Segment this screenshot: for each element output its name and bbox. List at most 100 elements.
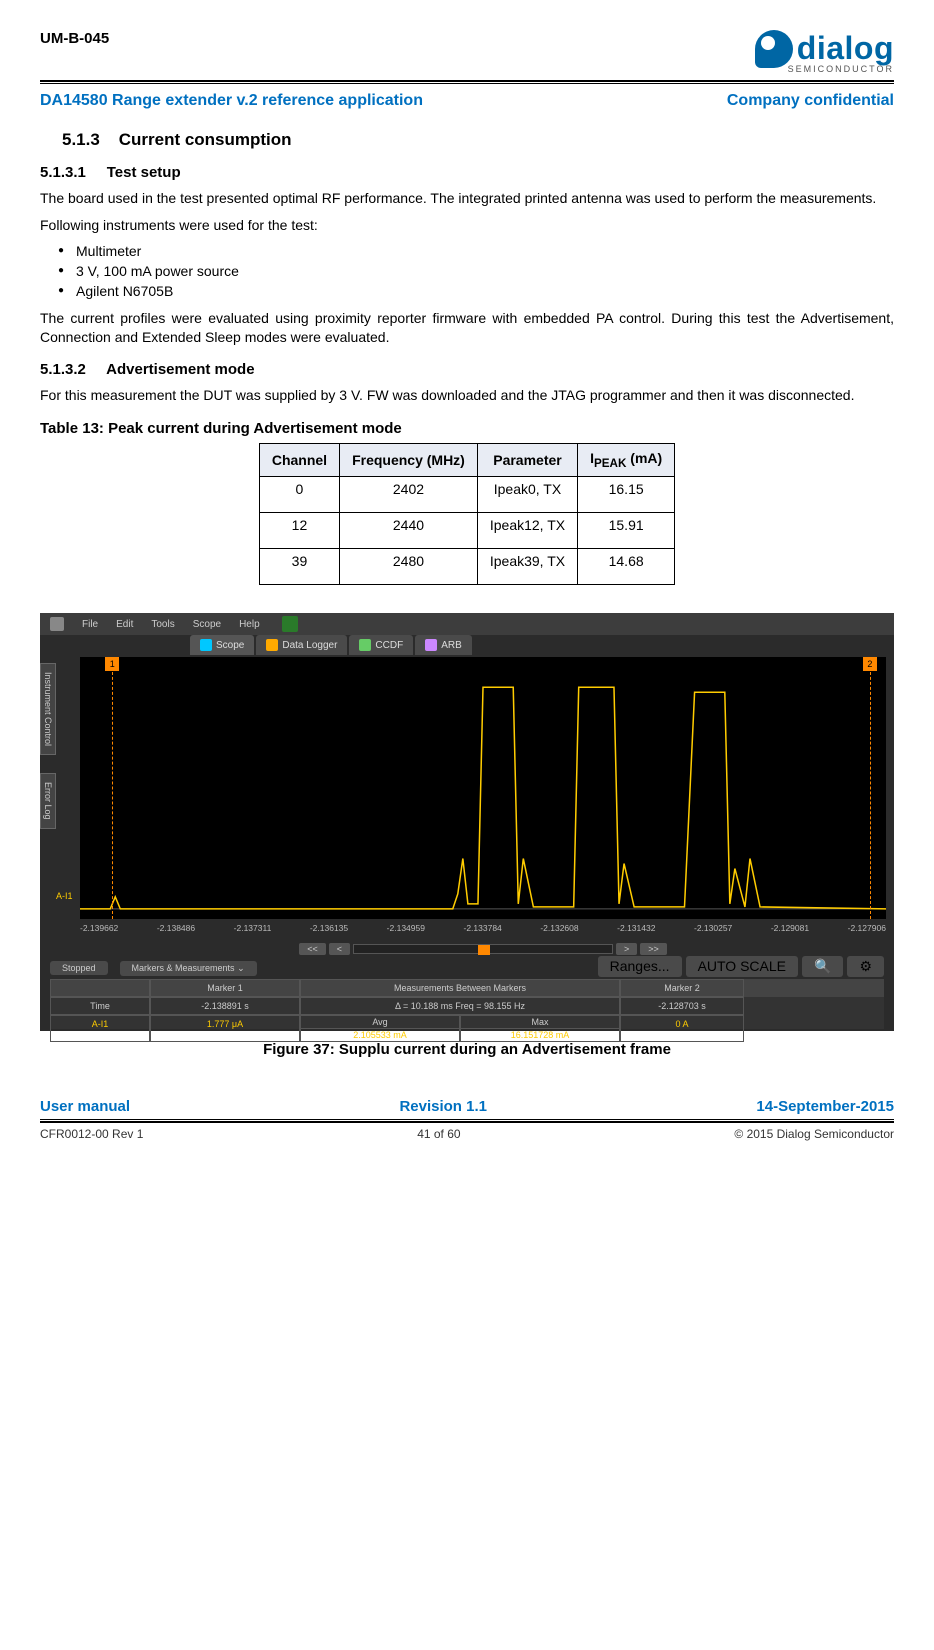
doc-id: UM-B-045 (40, 30, 109, 47)
meas-ch-label: A-I1 (50, 1015, 150, 1042)
logo-d-icon (755, 30, 793, 68)
sub1-paragraph-3: The current profiles were evaluated usin… (40, 309, 894, 347)
table-header-cell: Frequency (MHz) (340, 444, 478, 477)
side-tab-error-log[interactable]: Error Log (40, 773, 56, 829)
table-header-cell: Channel (259, 444, 339, 477)
x-tick-label: -2.137311 (234, 923, 272, 937)
list-item: 3 V, 100 mA power source (58, 263, 894, 279)
section-num: 5.1.3 (62, 130, 100, 149)
tab-scope[interactable]: Scope (190, 635, 254, 655)
meas-time-between: Δ = 10.188 ms Freq = 98.155 Hz (300, 997, 620, 1015)
footer-left: User manual (40, 1098, 130, 1115)
tab-ccdf[interactable]: CCDF (349, 635, 413, 655)
nav-bar: << < > >> (80, 941, 886, 957)
sub1-paragraph-1: The board used in the test presented opt… (40, 189, 894, 208)
footer-row-1: User manual Revision 1.1 14-September-20… (40, 1098, 894, 1115)
meas-time-row: Time -2.138891 s Δ = 10.188 ms Freq = 98… (50, 997, 884, 1015)
datalogger-icon (266, 639, 278, 651)
logo-text: dialog (797, 30, 894, 67)
sub2-paragraph-1: For this measurement the DUT was supplie… (40, 386, 894, 405)
logo: dialog SEMICONDUCTOR (755, 30, 894, 74)
meas-value-row: A-I1 1.777 μA Avg2.105533 mA Max16.15172… (50, 1015, 884, 1042)
figure-37-caption: Figure 37: Supplu current during an Adve… (40, 1041, 894, 1058)
meas-max-cell: Max16.151728 mA (460, 1015, 620, 1042)
scope-plot: 1 2 (80, 657, 886, 919)
nav-last-button[interactable]: >> (640, 943, 667, 955)
arb-icon (425, 639, 437, 651)
nav-next-button[interactable]: > (616, 943, 637, 955)
current-trace (80, 657, 886, 919)
table-cell: 14.68 (578, 549, 675, 585)
section-heading: 5.1.3 Current consumption (62, 130, 894, 150)
marker-1-flag[interactable]: 1 (105, 657, 119, 671)
markers-measurements-toggle[interactable]: Markers & Measurements ⌄ (120, 961, 257, 976)
meas-time-m1: -2.138891 s (150, 997, 300, 1015)
table-cell: 12 (259, 513, 339, 549)
autoscale-button[interactable]: AUTO SCALE (686, 956, 798, 977)
x-tick-label: -2.134959 (387, 923, 425, 937)
table-cell: 2402 (340, 477, 478, 513)
nav-scrubber[interactable] (353, 944, 613, 954)
run-button-icon[interactable] (282, 616, 298, 632)
meas-head-marker1: Marker 1 (150, 979, 300, 997)
oscilloscope-screenshot: File Edit Tools Scope Help Scope Data Lo… (40, 613, 894, 1031)
footer2-mid: 41 of 60 (417, 1127, 460, 1141)
scope-right-buttons: Ranges... AUTO SCALE 🔍 ⚙ (598, 956, 884, 977)
x-tick-label: -2.127906 (848, 923, 886, 937)
ccdf-icon (359, 639, 371, 651)
footer-rule-1 (40, 1119, 894, 1120)
tab-arb[interactable]: ARB (415, 635, 472, 655)
zoom-icon[interactable]: 🔍 (802, 956, 843, 977)
x-tick-label: -2.129081 (771, 923, 809, 937)
footer2-left: CFR0012-00 Rev 1 (40, 1127, 143, 1141)
tab-datalogger[interactable]: Data Logger (256, 635, 347, 655)
instrument-list: Multimeter 3 V, 100 mA power source Agil… (40, 243, 894, 299)
nav-prev-button[interactable]: < (329, 943, 350, 955)
table-header-cell: Parameter (477, 444, 577, 477)
subsection-2-title: Advertisement mode (106, 361, 254, 378)
subsection-2-heading: 5.1.3.2 Advertisement mode (40, 361, 894, 378)
table-13-caption: Table 13: Peak current during Advertisem… (40, 420, 894, 437)
table-header-row: Channel Frequency (MHz) Parameter IPEAK … (259, 444, 674, 477)
settings-icon[interactable]: ⚙ (847, 956, 884, 977)
menu-tools[interactable]: Tools (151, 619, 174, 630)
header-rule-bottom (40, 83, 894, 84)
measurements-table: Marker 1 Measurements Between Markers Ma… (50, 979, 884, 1029)
meas-avg-cell: Avg2.105533 mA (300, 1015, 460, 1042)
marker-2-flag[interactable]: 2 (863, 657, 877, 671)
subsection-1-heading: 5.1.3.1 Test setup (40, 164, 894, 181)
table-cell: 2480 (340, 549, 478, 585)
menu-file[interactable]: File (82, 619, 98, 630)
meas-header-row: Marker 1 Measurements Between Markers Ma… (50, 979, 884, 997)
x-axis-ticks: -2.139662-2.138486-2.137311-2.136135-2.1… (80, 921, 886, 939)
doc-title: DA14580 Range extender v.2 reference app… (40, 92, 423, 110)
header-rule-top (40, 80, 894, 82)
subsection-1-title: Test setup (107, 164, 181, 181)
table-row: 392480Ipeak39, TX14.68 (259, 549, 674, 585)
sub1-paragraph-2: Following instruments were used for the … (40, 216, 894, 235)
x-tick-label: -2.131432 (617, 923, 655, 937)
x-tick-label: -2.139662 (80, 923, 118, 937)
footer-row-2: CFR0012-00 Rev 1 41 of 60 © 2015 Dialog … (40, 1127, 894, 1141)
ranges-button[interactable]: Ranges... (598, 956, 682, 977)
meas-head-blank (50, 979, 150, 997)
table-cell: 15.91 (578, 513, 675, 549)
menu-scope[interactable]: Scope (193, 619, 221, 630)
meas-time-label: Time (50, 997, 150, 1015)
confidential-label: Company confidential (727, 92, 894, 110)
table-cell: 16.15 (578, 477, 675, 513)
table-header-cell: IPEAK (mA) (578, 444, 675, 477)
marker-2-line (870, 657, 871, 919)
footer2-right: © 2015 Dialog Semiconductor (734, 1127, 894, 1141)
nav-first-button[interactable]: << (299, 943, 326, 955)
footer-right: 14-September-2015 (756, 1098, 894, 1115)
list-item: Multimeter (58, 243, 894, 259)
table-cell: Ipeak0, TX (477, 477, 577, 513)
meas-head-marker2: Marker 2 (620, 979, 744, 997)
footer-rule-2 (40, 1121, 894, 1123)
menu-edit[interactable]: Edit (116, 619, 133, 630)
side-tab-instrument-control[interactable]: Instrument Control (40, 663, 56, 755)
menu-help[interactable]: Help (239, 619, 260, 630)
x-tick-label: -2.138486 (157, 923, 195, 937)
scope-wave-icon (200, 639, 212, 651)
